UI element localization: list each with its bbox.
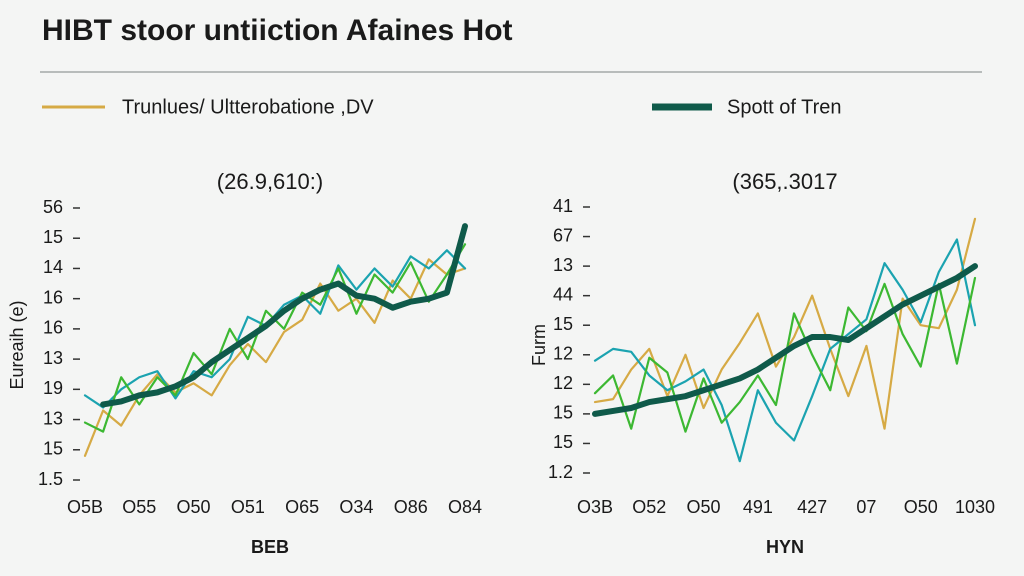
y-tick-label: 12 [553,373,573,393]
y-tick-label: 16 [43,318,63,338]
x-tick-label: O84 [448,497,482,517]
legend-label: Trunlues/ Ultterobatione ,DV [122,96,374,118]
y-tick-label: 15 [553,403,573,423]
trend-line [592,263,978,417]
x-tick-label: O34 [339,497,373,517]
y-tick-label: 44 [553,284,573,304]
y-tick-label: 15 [553,432,573,452]
legend-label: Spott of Tren [727,96,842,118]
x-tick-label: O52 [632,497,666,517]
trend-line [100,223,468,408]
x-axis-label: BEB [251,537,289,557]
x-tick-label: 427 [797,497,827,517]
y-tick-label: 56 [43,197,63,217]
subtitle: (26.9,610:) [217,169,323,194]
y-tick-label: 13 [43,408,63,428]
y-tick-label: 1.5 [38,469,63,489]
y-tick-label: 67 [553,225,573,245]
x-tick-label: O50 [687,497,721,517]
y-tick-label: 16 [43,287,63,307]
y-tick-label: 13 [553,255,573,275]
x-tick-label: O50 [177,497,211,517]
x-tick-label: O65 [285,497,319,517]
series-line [83,258,467,457]
y-axis-label: Furm [529,324,549,366]
x-tick-label: O50 [904,497,938,517]
x-tick-label: O55 [122,497,156,517]
y-tick-label: 1.2 [548,462,573,482]
x-tick-label: 491 [743,497,773,517]
x-tick-label: 1030 [955,497,995,517]
y-tick-label: 12 [553,344,573,364]
series-line [593,238,977,463]
subtitle: (365,.3017 [732,169,837,194]
y-axis-label: Eureaih (e) [7,300,27,389]
series-line [593,276,977,433]
x-tick-label: 07 [856,497,876,517]
y-tick-label: 13 [43,348,63,368]
title: HIBT stoor untiiction Afaines Hot [42,14,513,47]
y-tick-label: 19 [43,378,63,398]
y-tick-label: 15 [553,314,573,334]
x-tick-label: O86 [394,497,428,517]
y-tick-label: 41 [553,196,573,216]
x-tick-label: O3B [577,497,613,517]
y-tick-label: 15 [43,227,63,247]
x-axis-label: HYN [766,537,804,557]
y-tick-label: 15 [43,439,63,459]
x-tick-label: O51 [231,497,265,517]
y-tick-label: 14 [43,257,63,277]
x-tick-label: O5B [67,497,103,517]
